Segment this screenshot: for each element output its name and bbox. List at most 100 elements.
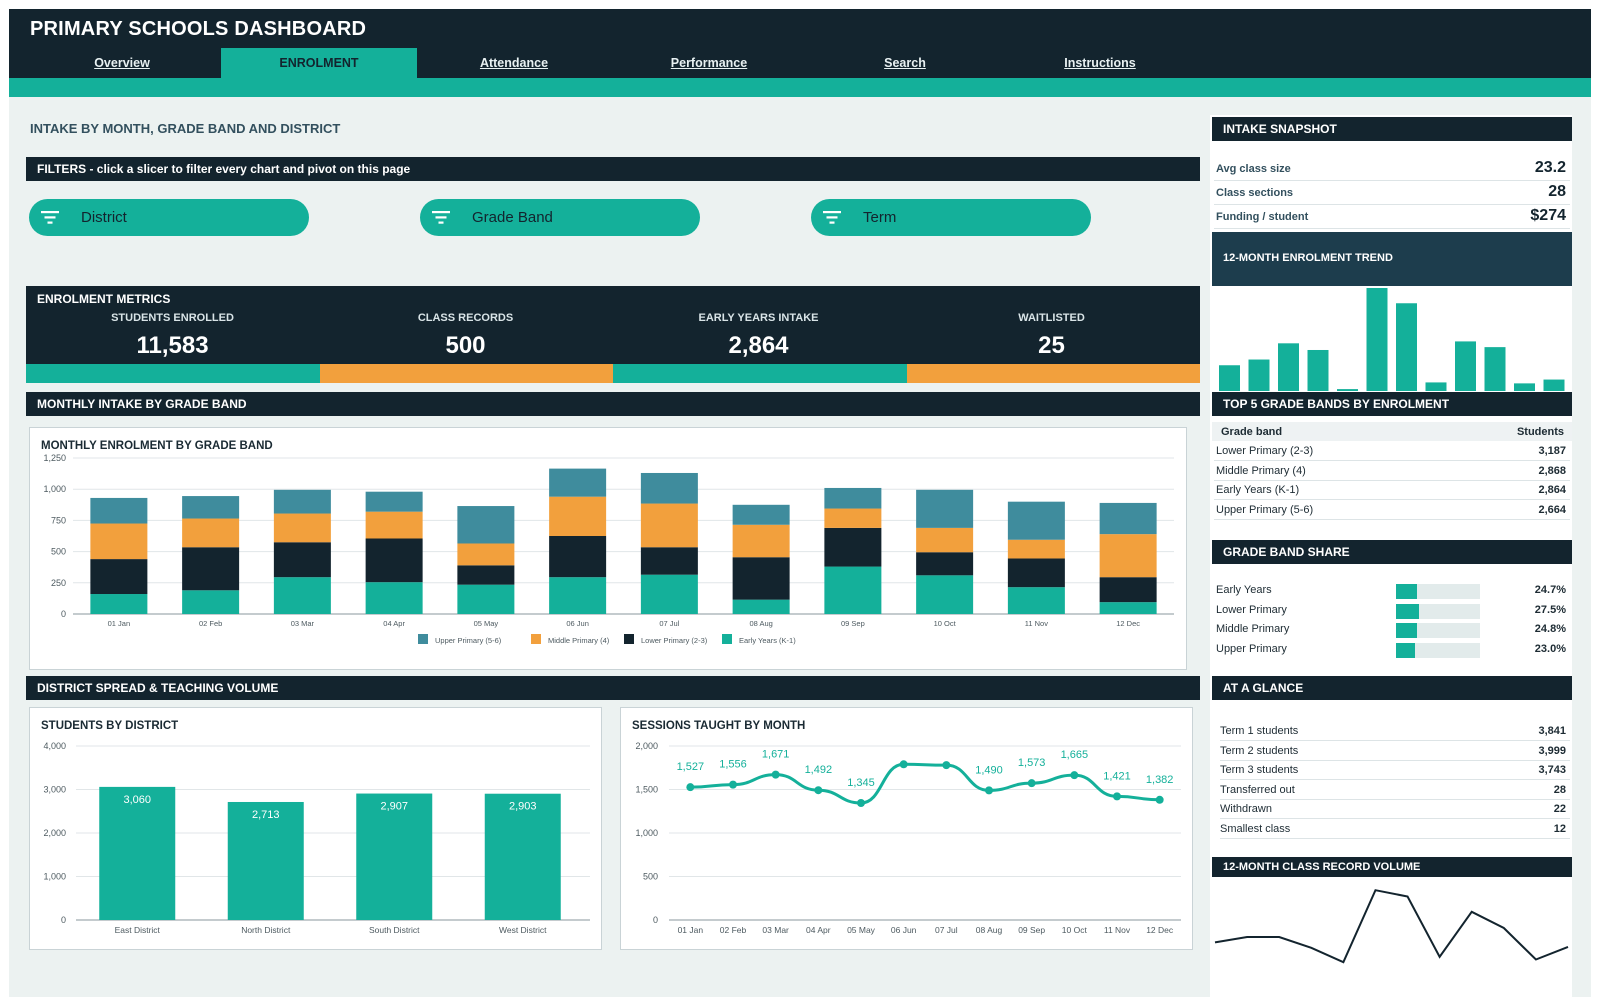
tab-search[interactable]: Search [884,56,926,70]
intake-snapshot-header: INTAKE SNAPSHOT [1212,117,1572,141]
metric-label: CLASS RECORDS [417,312,514,324]
column-students: Students [1516,426,1564,438]
tab-enrolment[interactable]: ENROLMENT [221,48,417,78]
bar-segment [273,489,331,514]
y-tick-label: 1,500 [635,785,658,795]
tab-instructions[interactable]: Instructions [1064,56,1136,70]
snapshot-label: Avg class size [1216,163,1291,175]
y-tick-label: 0 [653,915,658,925]
bar-segment [824,508,882,528]
filter-icon [823,211,841,224]
series-line [690,762,1160,805]
bar-segment [640,472,698,504]
trend-bar [1425,382,1447,391]
metric-class-records: CLASS RECORDS 500 [319,312,612,360]
tab-attendance[interactable]: Attendance [479,56,549,70]
bar-segment [273,577,331,614]
table-row: Lower Primary (2-3) 3,187 [1214,441,1570,461]
tab-overview[interactable]: Overview [94,56,150,70]
x-tick-label: 12 Dec [1146,925,1174,935]
x-tick-label: 03 Mar [291,619,315,628]
metric-accent-strip [906,364,1200,383]
data-point [771,770,780,779]
glance-value: 12 [1553,823,1566,835]
metric-accent-strip [319,364,613,383]
x-tick-label: 08 Aug [749,619,772,628]
bar-segment [1099,577,1157,603]
y-tick-label: 250 [51,578,66,588]
share-pct: 24.7% [1534,584,1566,596]
row-students: 2,664 [1538,504,1566,516]
share-bar-fill [1396,643,1416,658]
bar-segment [365,538,423,583]
trend-bar [1366,288,1388,391]
tab-performance[interactable]: Performance [670,56,748,70]
snapshot-row: Class sections 28 [1214,181,1570,205]
trend-bar [1455,341,1476,391]
class-record-volume-header: 12-MONTH CLASS RECORD VOLUME [1212,857,1572,877]
legend-label: Lower Primary (2-3) [641,636,708,645]
bar-segment [182,590,240,614]
district-bar [227,801,304,920]
metric-value: 25 [1038,332,1065,359]
nav-accent-strip [9,78,1591,97]
bar-segment [824,487,882,509]
glance-label: Term 1 students [1220,725,1299,737]
data-point [686,783,695,792]
y-tick-label: 3,000 [43,785,66,795]
slicer-term[interactable]: Term [811,199,1091,236]
trend-bar [1543,379,1565,391]
glance-value: 3,743 [1538,764,1566,776]
slicer-grade-band-label: Grade Band [472,209,553,226]
app-title: PRIMARY SCHOOLS DASHBOARD [30,18,367,40]
metric-label: WAITLISTED [1018,312,1085,324]
table-row: Upper Primary (5-6) 2,664 [1214,500,1570,520]
x-tick-label: 10 Oct [1062,925,1088,935]
bar-segment [90,497,148,524]
chart-title: SESSIONS TAUGHT BY MONTH [632,720,806,732]
share-label: Early Years [1216,584,1272,596]
x-tick-label: 09 Sep [1018,925,1045,935]
x-tick-label: 10 Oct [934,619,957,628]
bar-segment [365,511,423,539]
snapshot-row: Funding / student $274 [1214,205,1570,229]
share-bar-fill [1396,584,1417,599]
metric-label: STUDENTS ENROLLED [111,312,234,324]
bar-segment [457,565,515,585]
bar-segment [732,599,790,614]
bar-segment [1099,602,1157,614]
bar-segment [273,542,331,578]
slicer-grade-band[interactable]: Grade Band [420,199,700,236]
bar-segment [1007,558,1065,588]
bar-data-label: 3,060 [123,794,151,806]
slicer-district[interactable]: District [29,199,309,236]
legend-swatch [531,634,541,644]
x-tick-label: West District [499,925,547,935]
point-data-label: 1,421 [1103,770,1131,782]
legend-swatch [418,634,428,644]
data-point [899,760,908,769]
share-pct: 23.0% [1534,643,1566,655]
bar-segment [549,468,607,497]
legend-swatch [624,634,634,644]
x-tick-label: 01 Jan [678,925,704,935]
bar-segment [365,491,423,512]
bar-segment [916,527,974,553]
enrolment-trend-title: 12-MONTH ENROLMENT TREND [1223,252,1393,264]
x-tick-label: 01 Jan [108,619,131,628]
row-band: Early Years (K-1) [1216,484,1300,496]
glance-row: Term 3 students 3,743 [1220,760,1570,780]
bar-segment [182,547,240,591]
glance-label: Withdrawn [1220,803,1272,815]
title-bar: PRIMARY SCHOOLS DASHBOARD [9,9,1591,48]
grade-band-share-header: GRADE BAND SHARE [1212,540,1572,564]
bar-segment [640,547,698,575]
x-tick-label: 11 Nov [1104,925,1131,935]
bar-segment [90,594,148,614]
snapshot-value: 28 [1548,183,1566,200]
trend-bar [1307,349,1329,391]
snapshot-value: $274 [1530,207,1566,224]
data-point [1113,792,1121,801]
point-data-label: 1,573 [1018,757,1046,769]
metric-students-enrolled: STUDENTS ENROLLED 11,583 [26,312,319,360]
